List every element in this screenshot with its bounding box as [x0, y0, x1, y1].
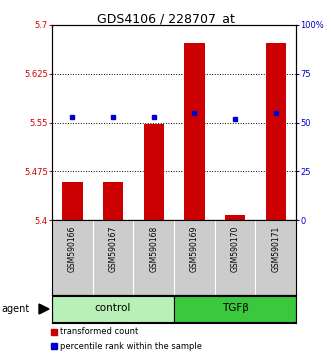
Text: GSM590167: GSM590167	[109, 226, 118, 272]
Bar	[62, 182, 82, 220]
Polygon shape	[39, 304, 49, 314]
Bar	[103, 182, 123, 220]
Text: GSM590171: GSM590171	[271, 226, 280, 272]
Text: transformed count: transformed count	[60, 327, 138, 336]
Text: TGFβ: TGFβ	[221, 303, 249, 313]
Bar	[225, 215, 245, 220]
FancyBboxPatch shape	[52, 296, 174, 321]
Text: control: control	[95, 303, 131, 313]
Bar	[265, 42, 286, 220]
Text: GSM590168: GSM590168	[149, 226, 158, 272]
Text: GSM590166: GSM590166	[68, 226, 77, 272]
Bar	[144, 124, 164, 220]
Text: percentile rank within the sample: percentile rank within the sample	[60, 342, 202, 351]
Text: agent: agent	[2, 304, 30, 314]
Text: GDS4106 / 228707_at: GDS4106 / 228707_at	[97, 12, 234, 25]
Text: GSM590169: GSM590169	[190, 226, 199, 272]
FancyBboxPatch shape	[174, 296, 296, 321]
Bar	[184, 43, 205, 220]
Text: GSM590170: GSM590170	[230, 226, 240, 272]
